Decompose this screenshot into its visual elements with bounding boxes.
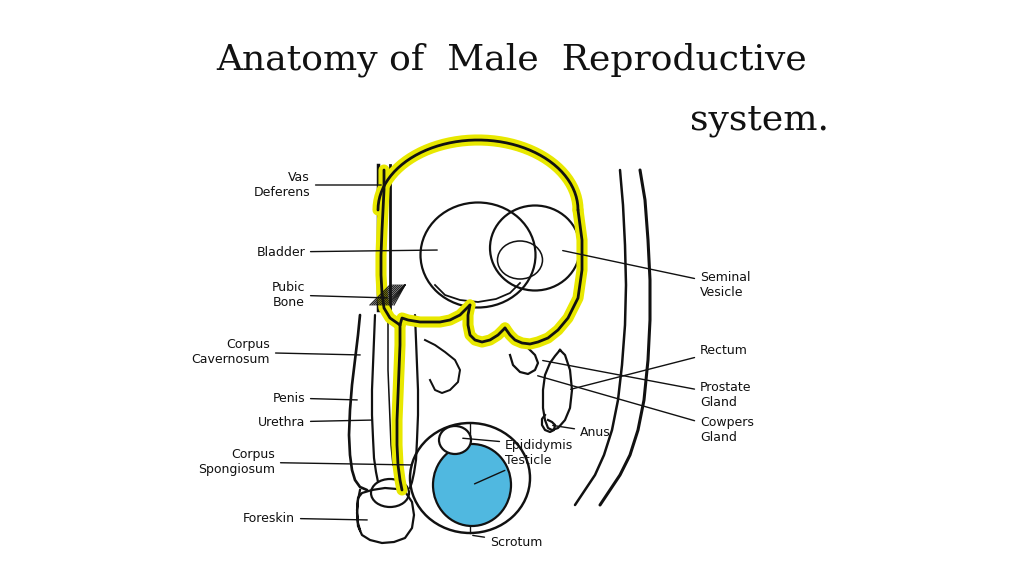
- Ellipse shape: [439, 426, 471, 454]
- Text: Corpus
Spongiosum: Corpus Spongiosum: [198, 448, 413, 476]
- Ellipse shape: [433, 444, 511, 526]
- Text: Pubic
Bone: Pubic Bone: [271, 281, 387, 309]
- Text: Vas
Deferens: Vas Deferens: [253, 171, 381, 199]
- Text: Epididymis: Epididymis: [463, 438, 573, 452]
- Text: Anatomy of  Male  Reproductive: Anatomy of Male Reproductive: [217, 43, 807, 77]
- Text: Anus: Anus: [553, 426, 610, 438]
- Text: Bladder: Bladder: [256, 245, 437, 259]
- Text: Penis: Penis: [272, 392, 357, 404]
- Text: Rectum: Rectum: [570, 343, 748, 389]
- Text: Seminal
Vesicle: Seminal Vesicle: [563, 251, 751, 299]
- Text: system.: system.: [690, 103, 829, 137]
- Text: Cowpers
Gland: Cowpers Gland: [538, 376, 754, 444]
- Text: Scrotum: Scrotum: [473, 536, 543, 548]
- Text: Urethra: Urethra: [258, 415, 372, 429]
- Text: Testicle: Testicle: [474, 453, 552, 484]
- Text: Foreskin: Foreskin: [243, 511, 368, 525]
- Text: Prostate
Gland: Prostate Gland: [543, 361, 752, 409]
- Text: Corpus
Cavernosum: Corpus Cavernosum: [191, 338, 360, 366]
